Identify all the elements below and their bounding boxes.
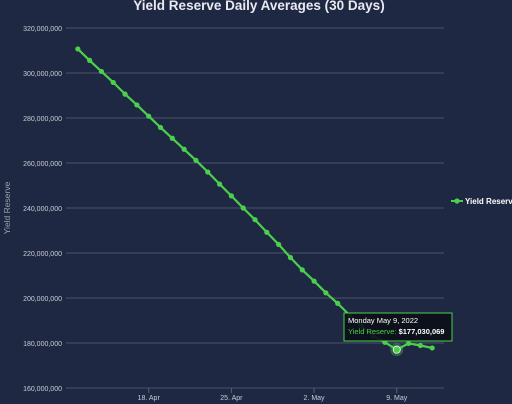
data-point	[216, 181, 223, 187]
tooltip-box	[343, 312, 453, 342]
y-axis-label: Yield Reserve	[2, 181, 12, 234]
data-point	[405, 340, 412, 347]
chart-title: Yield Reserve Daily Averages (30 Days)	[133, 0, 384, 13]
data-point	[181, 146, 187, 152]
y-tick-label: 300,000,000	[23, 71, 62, 78]
highlight-point	[392, 345, 401, 354]
data-point	[323, 290, 329, 296]
y-tick-label: 220,000,000	[23, 251, 62, 258]
data-point	[193, 157, 199, 163]
data-point	[228, 193, 234, 199]
x-tick-label: 2. May	[304, 395, 326, 402]
data-point	[122, 91, 128, 97]
y-tick-label: 280,000,000	[23, 116, 62, 123]
data-point	[299, 267, 305, 273]
data-point	[110, 79, 116, 86]
tooltip-series-label: Yield Reserve:	[348, 327, 399, 336]
legend[interactable]: Yield Reserve	[451, 197, 512, 206]
y-tick-label: 180,000,000	[23, 341, 62, 348]
tooltip: Monday May 9, 2022 Yield Reserve: $177,03…	[343, 312, 453, 342]
x-tick-label: 9. May	[386, 395, 408, 402]
data-point	[134, 102, 140, 108]
y-tick-label: 160,000,000	[23, 386, 62, 393]
data-point	[335, 300, 341, 306]
data-point	[276, 241, 282, 248]
data-point	[146, 113, 152, 119]
series-line	[77, 48, 433, 351]
data-point	[240, 205, 246, 211]
tooltip-value: $177,030,069	[399, 327, 445, 336]
data-point	[169, 135, 175, 141]
data-point	[429, 345, 435, 351]
data-point	[287, 254, 294, 261]
data-point	[157, 124, 164, 131]
x-axis-ticks: 18. Apr 25. Apr 2. May 9. May	[138, 388, 408, 402]
y-tick-label: 200,000,000	[23, 296, 62, 303]
grid-lines	[66, 27, 444, 389]
legend-marker	[454, 198, 460, 204]
x-tick-label: 25. Apr	[220, 395, 243, 402]
x-tick-label: 18. Apr	[138, 395, 161, 402]
y-tick-label: 260,000,000	[23, 161, 62, 168]
data-point	[75, 46, 81, 52]
data-point	[87, 57, 93, 64]
legend-label: Yield Reserve	[465, 197, 512, 206]
data-point	[98, 68, 105, 75]
data-point	[264, 229, 270, 235]
y-axis-ticks: 160,000,000 180,000,000 200,000,000 220,000…	[23, 26, 62, 393]
data-point	[205, 169, 211, 175]
y-tick-label: 320,000,000	[23, 26, 62, 33]
tooltip-date: Monday May 9, 2022	[348, 316, 418, 325]
y-tick-label: 240,000,000	[23, 206, 62, 213]
data-point	[311, 278, 317, 284]
data-point	[417, 342, 423, 349]
data-point	[252, 217, 258, 223]
tooltip-value-line: Yield Reserve: $177,030,069	[348, 327, 444, 336]
series-yield-reserve	[75, 46, 435, 357]
